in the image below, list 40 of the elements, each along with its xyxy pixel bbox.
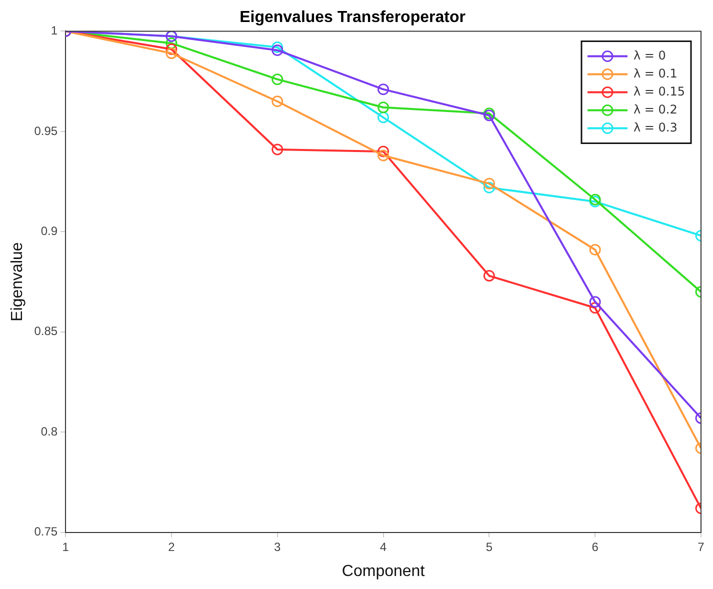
y-tick-label: 0.95 xyxy=(34,124,58,138)
y-tick-label: 0.8 xyxy=(40,424,58,438)
point xyxy=(378,112,390,124)
legend-label: λ = 0.15 xyxy=(633,84,686,98)
x-tick-label: 7 xyxy=(698,540,705,554)
x-tick-label: 2 xyxy=(168,540,176,554)
chart-title: Eigenvalues Transferoperator xyxy=(240,9,466,26)
point xyxy=(483,182,495,194)
point xyxy=(589,244,601,256)
point xyxy=(483,178,495,190)
point xyxy=(378,146,390,158)
y-tick-label: 1 xyxy=(50,24,58,38)
point xyxy=(589,296,601,308)
x-axis-title: Component xyxy=(342,562,426,580)
point xyxy=(166,37,178,49)
y-tick-label: 0.9 xyxy=(40,224,58,238)
y-tick-label: 0.85 xyxy=(34,324,58,338)
y-axis-title: Eigenvalue xyxy=(9,242,26,322)
x-tick-label: 3 xyxy=(274,540,282,554)
point xyxy=(272,74,284,86)
y-tick-label: 0.75 xyxy=(34,524,58,539)
x-tick-label: 4 xyxy=(380,540,387,554)
point xyxy=(272,41,284,53)
x-tick-label: 5 xyxy=(486,540,493,554)
point xyxy=(378,102,390,114)
point xyxy=(166,48,178,60)
legend-label: λ = 0.3 xyxy=(633,120,678,134)
point xyxy=(483,270,495,282)
point xyxy=(166,43,178,55)
legend-label: λ = 0.1 xyxy=(633,66,678,80)
legend-label: λ = 0.2 xyxy=(633,102,678,116)
point xyxy=(272,44,284,56)
x-tick-label: 1 xyxy=(62,540,70,554)
point xyxy=(272,144,284,156)
point xyxy=(378,84,390,96)
legend-label: λ = 0 xyxy=(633,48,666,62)
point xyxy=(272,96,284,108)
point xyxy=(589,302,601,314)
point xyxy=(378,150,390,162)
x-tick-label: 6 xyxy=(592,540,599,554)
